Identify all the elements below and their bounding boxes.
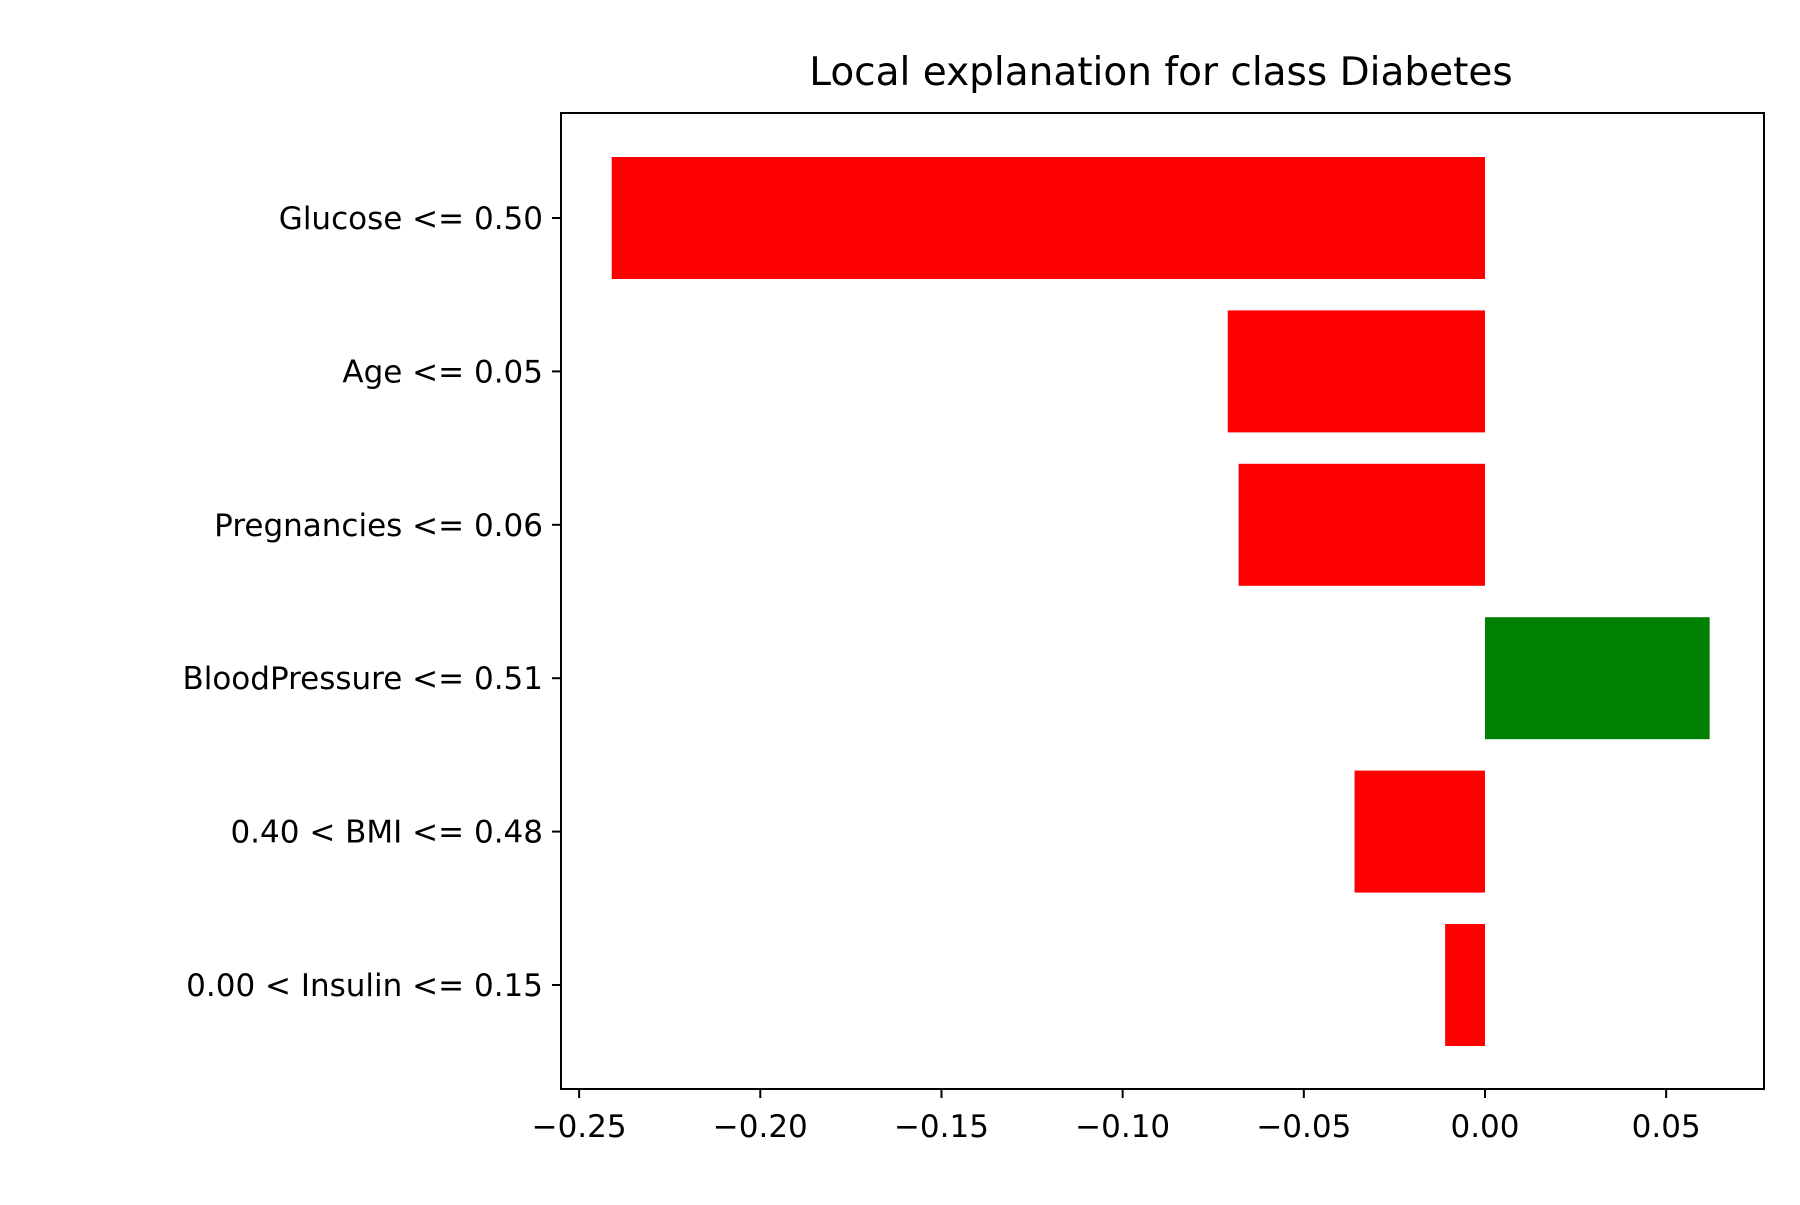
y-axis: Glucose <= 0.50 Age <= 0.05 Pregnancies <=… bbox=[182, 201, 561, 1004]
y-tick-label: Pregnancies <= 0.06 bbox=[214, 508, 543, 544]
x-axis: −0.25 −0.20 −0.15 −0.10 −0.05 0.00 0.05 bbox=[532, 1089, 1701, 1145]
y-tick-label: BloodPressure <= 0.51 bbox=[182, 661, 543, 697]
y-tick-label: Glucose <= 0.50 bbox=[279, 201, 543, 237]
bar-3 bbox=[1238, 463, 1485, 586]
x-tick-label: 0.00 bbox=[1450, 1109, 1519, 1145]
bar-5 bbox=[1354, 770, 1485, 893]
bars-layer bbox=[611, 157, 1710, 1046]
chart-title: Local explanation for class Diabetes bbox=[809, 50, 1512, 95]
y-tick-label: Age <= 0.05 bbox=[342, 354, 543, 390]
bar-2 bbox=[1227, 310, 1485, 433]
x-tick-label: −0.25 bbox=[532, 1109, 627, 1145]
bar-4 bbox=[1484, 617, 1710, 740]
y-tick-label: 0.40 < BMI <= 0.48 bbox=[230, 815, 543, 851]
bar-6 bbox=[1445, 924, 1485, 1046]
bar-1 bbox=[611, 157, 1485, 279]
x-tick-label: 0.05 bbox=[1632, 1109, 1701, 1145]
x-tick-label: −0.15 bbox=[894, 1109, 989, 1145]
x-tick-label: −0.05 bbox=[1256, 1109, 1351, 1145]
y-tick-label: 0.00 < Insulin <= 0.15 bbox=[186, 968, 543, 1004]
x-tick-label: −0.10 bbox=[1075, 1109, 1170, 1145]
x-tick-label: −0.20 bbox=[713, 1109, 808, 1145]
plot-frame bbox=[560, 112, 1765, 1090]
